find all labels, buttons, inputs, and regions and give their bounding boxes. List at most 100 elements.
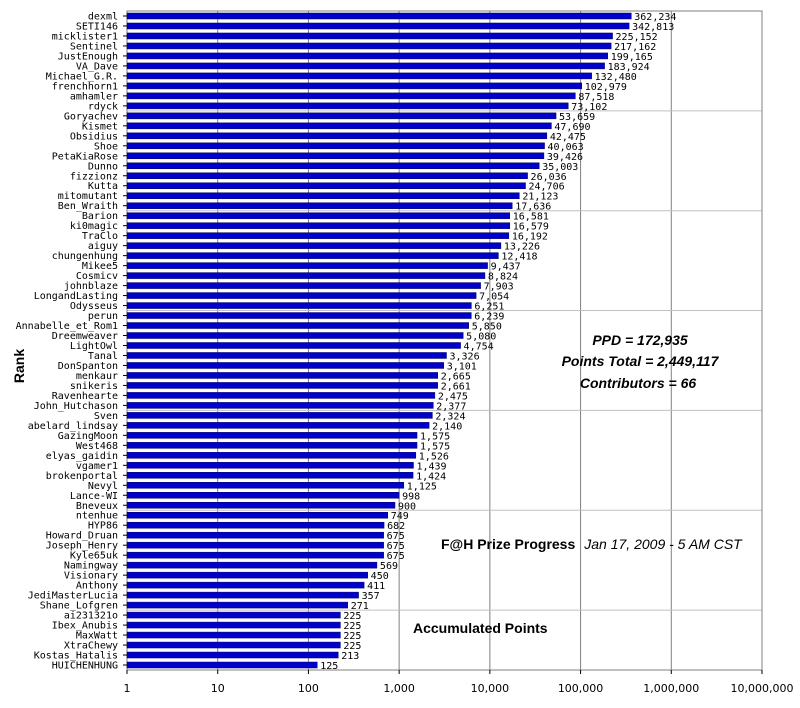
category-label: TraClo	[82, 231, 118, 242]
value-label: 900	[398, 501, 416, 512]
bar	[126, 472, 414, 479]
category-label: VA_Dave	[76, 61, 118, 72]
value-label: 675	[387, 551, 405, 562]
value-label: 132,480	[595, 72, 637, 83]
bar	[126, 502, 396, 509]
bar	[126, 292, 477, 299]
x-tick-label: 10	[211, 682, 225, 695]
value-label: 17,636	[515, 202, 551, 213]
value-label: 2,661	[441, 381, 471, 392]
bar	[126, 152, 545, 160]
value-label: 39,426	[547, 152, 583, 163]
vertical-gridlines	[217, 11, 672, 670]
value-label: 24,706	[528, 182, 564, 193]
category-label: Visionary	[64, 571, 118, 582]
category-label: DonSpanton	[58, 361, 118, 372]
value-label: 362,234	[634, 12, 676, 23]
value-label: 6,251	[474, 302, 504, 313]
bar	[126, 611, 341, 619]
bar	[126, 462, 414, 469]
value-label: 1,575	[420, 441, 450, 452]
category-label: Ben_Wraith	[58, 201, 118, 212]
contributors-annotation: Contributors = 66	[580, 375, 697, 391]
value-label: 40,063	[548, 142, 584, 153]
value-label: 569	[380, 561, 398, 572]
bar	[126, 62, 605, 70]
value-label: 749	[391, 511, 409, 522]
category-label: elyas_gaidin	[46, 451, 118, 462]
bar	[126, 172, 528, 179]
x-tick-label: 1,000,000	[643, 682, 699, 695]
bar	[126, 482, 405, 489]
bar	[126, 242, 502, 249]
x-tick-label: 10,000,000	[731, 682, 794, 695]
bar	[126, 561, 378, 569]
value-label: 1,439	[416, 461, 446, 472]
category-label: Shane_Lofgren	[40, 601, 118, 612]
category-label: Nevyl	[88, 481, 118, 492]
bar	[126, 312, 472, 319]
bar	[126, 332, 464, 339]
value-label: 1,575	[420, 431, 450, 442]
bar	[126, 551, 384, 559]
category-label: Cosmicv	[76, 271, 118, 282]
bar	[126, 661, 318, 669]
value-label: 199,165	[611, 52, 653, 63]
value-label: 357	[362, 591, 380, 602]
bar	[126, 162, 540, 170]
y-axis-title: Rank	[11, 349, 27, 383]
value-label: 1,125	[407, 481, 437, 492]
category-label: John_Hutchason	[34, 401, 118, 412]
value-label: 675	[387, 531, 405, 542]
category-label: HYP86	[88, 521, 118, 532]
category-label: rdyck	[88, 101, 118, 112]
bar	[126, 32, 613, 40]
bar	[126, 631, 341, 639]
value-label: 2,475	[438, 391, 468, 402]
bar	[126, 531, 384, 539]
value-label: 12,418	[501, 252, 537, 263]
plot-area-frame	[126, 10, 763, 671]
bar	[126, 302, 472, 309]
value-labels: 362,234342,813225,152217,162199,165183,9…	[320, 12, 676, 672]
category-label: abelard_lindsay	[28, 421, 118, 432]
category-label: Kutta	[88, 181, 118, 192]
bar	[126, 442, 418, 449]
bar	[126, 192, 520, 199]
category-labels: dexmlSETI146micklister1SentinelJustEnoug…	[16, 11, 127, 672]
value-label: 125	[320, 661, 338, 672]
value-label: 675	[387, 541, 405, 552]
bar	[126, 352, 447, 359]
value-label: 1,424	[416, 471, 446, 482]
value-label: 225	[343, 611, 361, 622]
value-label: 225,152	[616, 32, 658, 43]
category-label: brokenportal	[46, 471, 118, 482]
value-label: 682	[387, 521, 405, 532]
ppd-annotation: PPD = 172,935	[592, 332, 688, 348]
value-label: 35,003	[542, 162, 578, 173]
category-label: SETI146	[76, 21, 118, 32]
bar	[126, 432, 418, 439]
category-label: Sven	[94, 411, 118, 422]
bar	[126, 581, 365, 589]
bar	[126, 452, 417, 459]
category-label: Dunno	[88, 161, 118, 172]
bar	[126, 42, 612, 50]
category-label: Kyle65uk	[70, 551, 118, 562]
value-label: 5,850	[472, 322, 502, 333]
bar	[126, 132, 548, 140]
value-label: 225	[343, 631, 361, 642]
bar	[126, 112, 557, 120]
category-label: Joseph_Henry	[46, 541, 118, 552]
x-tick-label: 10,000	[471, 682, 510, 695]
bar	[126, 252, 499, 259]
value-label: 7,054	[479, 292, 509, 303]
category-label: aiguy	[88, 241, 118, 252]
category-label: Anthony	[76, 581, 118, 592]
value-label: 225	[343, 641, 361, 652]
category-label: Ravenhearte	[52, 391, 118, 402]
bar	[126, 272, 486, 279]
value-label: 3,101	[447, 361, 477, 372]
category-label: Kismet	[82, 121, 118, 132]
value-label: 16,192	[512, 232, 548, 243]
